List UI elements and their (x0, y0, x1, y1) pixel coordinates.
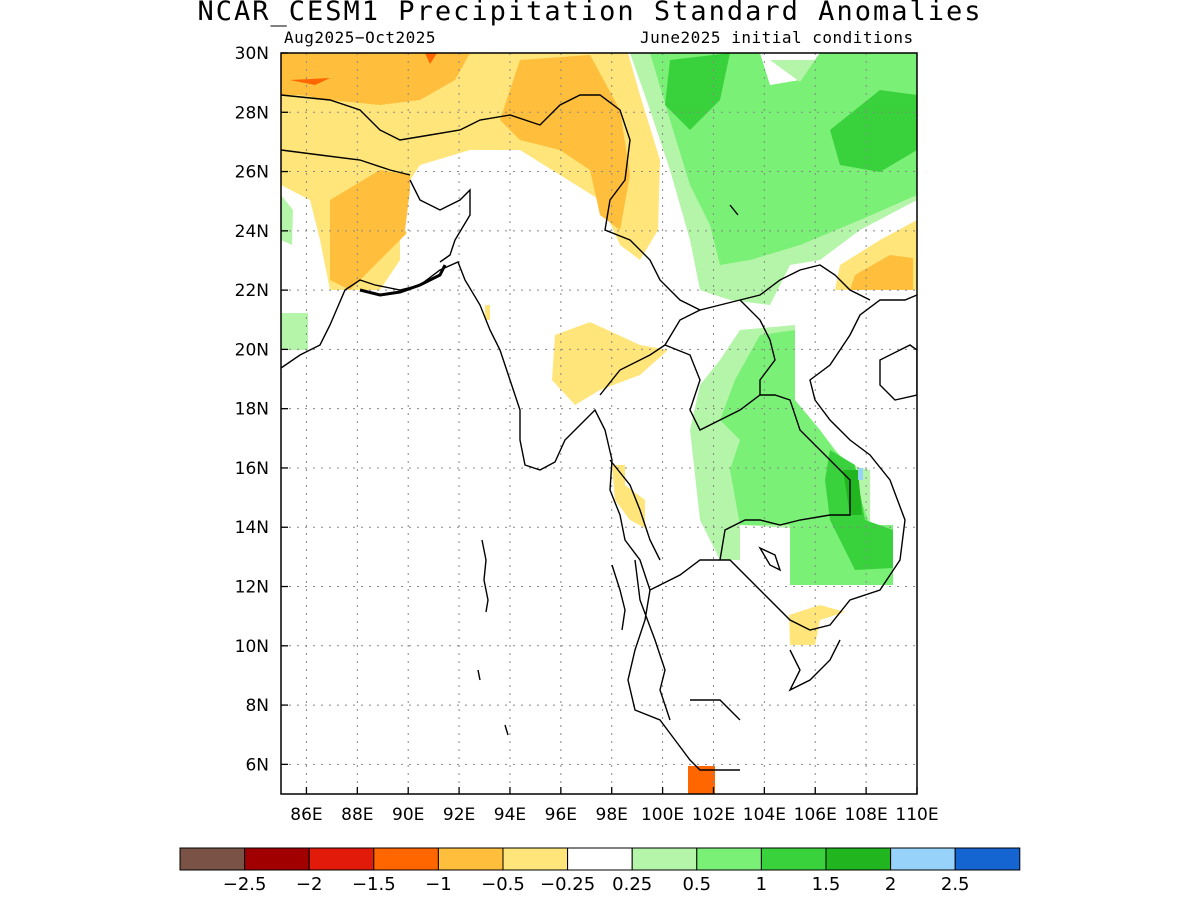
wet-anomaly-northeast-strong (830, 90, 917, 172)
country-borders (281, 149, 411, 176)
wet-anomaly-northeast-strong (665, 53, 730, 130)
lat-tick-label: 8N (245, 696, 269, 716)
coastlines (281, 94, 917, 771)
lat-tick-label: 20N (235, 340, 269, 360)
tonle-sap (758, 546, 782, 572)
latitude-axis: 6N 8N 10N 12N 14N 16N 18N 20N 22N 24N 26N 28N 30N (235, 44, 288, 775)
dry-anomaly-north-strong (281, 53, 470, 105)
colorbar-label: −2.5 (223, 874, 267, 895)
lat-tick-label: 22N (235, 281, 269, 301)
ocean-island (729, 204, 739, 216)
colorbar-label: −2 (296, 874, 323, 895)
colorbar-label: 1 (756, 874, 767, 895)
colorbar-swatch (890, 847, 956, 871)
colorbar-label: −1 (425, 874, 452, 895)
gulf-of-thailand-coast (649, 294, 917, 631)
lat-tick-label: 16N (235, 459, 269, 479)
colorbar-swatch (437, 847, 504, 871)
map-frame (280, 52, 918, 795)
colorbar-label: −0.25 (540, 874, 595, 895)
colorbar: −2.5 −2 −1.5 −1 −0.5 −0.25 0.25 0.5 1 1.5 2 2.5 (179, 847, 1021, 895)
colorbar-label: 2.5 (941, 874, 970, 895)
dry-anomaly-spot (789, 605, 845, 645)
mergui-islands (611, 564, 626, 631)
dry-anomaly-peak (425, 53, 437, 64)
dry-anomaly-southeast-strong (850, 255, 913, 290)
hainan-coast (879, 344, 917, 401)
period-label: Aug2025−Oct2025 (284, 28, 436, 47)
colorbar-swatch (696, 847, 762, 871)
lon-tick-label: 100E (641, 805, 684, 825)
country-borders (409, 179, 471, 263)
lat-tick-label: 14N (235, 518, 269, 538)
graticule (281, 52, 918, 794)
sundarbans-delta (359, 264, 447, 297)
lon-tick-label: 102E (692, 805, 735, 825)
dry-anomaly-peak (290, 78, 330, 85)
lat-tick-label: 12N (235, 578, 269, 598)
country-borders (690, 699, 741, 721)
lon-tick-label: 90E (392, 805, 424, 825)
mekong-delta-coast (788, 639, 841, 692)
country-borders (599, 309, 851, 561)
malay-coast (634, 559, 671, 721)
anomaly-fields (281, 53, 917, 794)
colorbar-swatch (631, 847, 698, 871)
dry-anomaly-spot (688, 766, 715, 794)
lon-tick-label: 98E (596, 805, 628, 825)
colorbar-swatch (502, 847, 569, 871)
wet-anomaly-weak (770, 60, 815, 82)
lat-tick-label: 6N (245, 755, 269, 775)
lat-tick-label: 10N (235, 637, 269, 657)
colorbar-swatch (308, 847, 375, 871)
lat-tick-label: 28N (235, 103, 269, 123)
country-borders (739, 299, 776, 395)
colorbar-label: −0.5 (481, 874, 525, 895)
colorbar-swatch (954, 847, 1021, 871)
colorbar-label: −1.5 (352, 874, 396, 895)
andaman-islands (477, 539, 509, 736)
lon-tick-label: 110E (895, 805, 938, 825)
colorbar-swatch (179, 847, 246, 871)
country-borders (609, 459, 661, 561)
colorbar-swatch (760, 847, 827, 871)
wet-anomaly-indochina-peak (843, 470, 862, 515)
lon-tick-label: 88E (341, 805, 373, 825)
longitude-axis: 86E 88E 90E 92E 94E 96E 98E 100E 102E 104E 106E 108… (290, 787, 939, 825)
lon-tick-label: 92E (443, 805, 475, 825)
lon-tick-label: 108E (845, 805, 888, 825)
map-title: NCAR_CESM1 Precipitation Standard Anomal… (197, 0, 983, 27)
country-borders (281, 94, 871, 311)
colorbar-swatch (825, 847, 892, 871)
colorbar-label: 2 (885, 874, 896, 895)
lon-tick-label: 96E (545, 805, 577, 825)
lat-tick-label: 18N (235, 400, 269, 420)
wet-anomaly-west (281, 195, 293, 245)
lon-tick-label: 106E (794, 805, 837, 825)
dry-anomaly-myanmar (552, 322, 668, 405)
colorbar-label: 0.25 (612, 874, 652, 895)
wet-anomaly-west (281, 313, 308, 350)
dry-anomaly-spot (612, 465, 645, 528)
lat-tick-label: 24N (235, 222, 269, 242)
lon-tick-label: 94E (494, 805, 526, 825)
colorbar-swatch (244, 847, 310, 871)
colorbar-swatch (373, 847, 439, 871)
colorbar-swatch (567, 847, 633, 871)
dry-anomaly-spot (485, 305, 490, 320)
indian-coast (281, 261, 740, 771)
colorbar-label: 1.5 (812, 874, 841, 895)
colorbar-label: 0.5 (682, 874, 711, 895)
initial-conditions-label: June2025 initial conditions (640, 28, 914, 47)
lon-tick-label: 104E (743, 805, 786, 825)
lat-tick-label: 26N (235, 163, 269, 183)
wet-anomaly-indochina-extreme (858, 468, 863, 480)
near-normal-area (405, 185, 470, 262)
lon-tick-label: 86E (290, 805, 322, 825)
lat-tick-label: 30N (235, 44, 269, 64)
dry-anomaly-bangladesh (330, 170, 410, 290)
dry-anomaly-north-strong (500, 55, 630, 230)
wet-anomaly-northeast-moderate (650, 53, 917, 265)
